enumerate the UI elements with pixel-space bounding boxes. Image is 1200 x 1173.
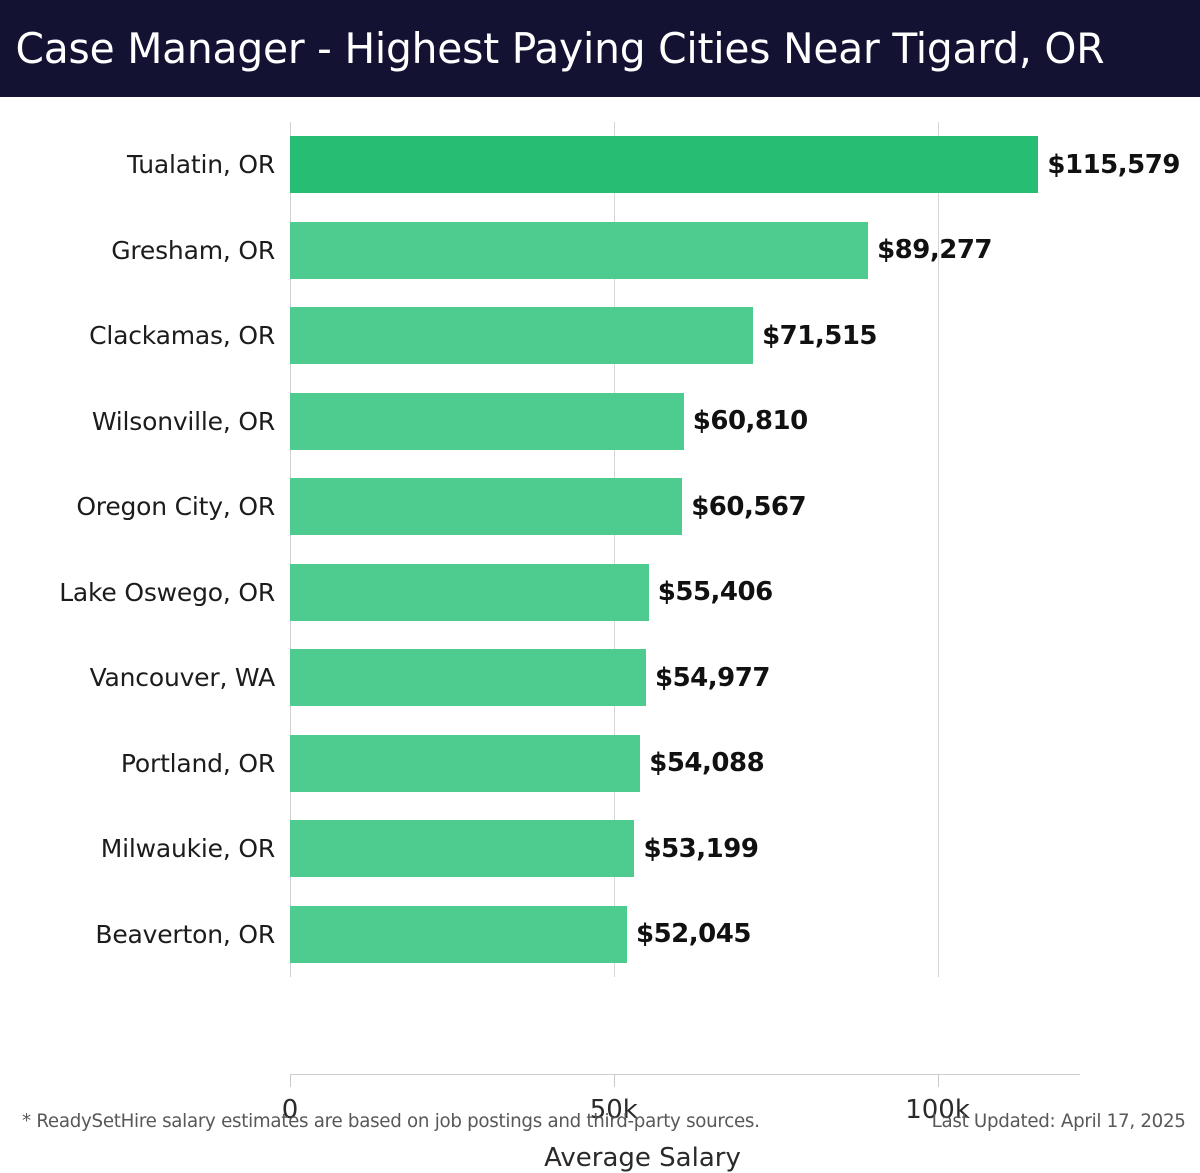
x-tick-mark xyxy=(937,1074,939,1087)
bar[interactable] xyxy=(290,307,754,365)
x-axis-line xyxy=(290,1074,1080,1075)
bar-value-label: $55,406 xyxy=(657,577,773,608)
x-tick-label: 50k xyxy=(589,1095,638,1125)
bar[interactable] xyxy=(290,905,627,963)
x-tick-label: 0 xyxy=(281,1095,299,1125)
bar-row: Wilsonville, OR $60,810 xyxy=(0,392,1200,450)
chart-footer: * ReadySetHire salary estimates are base… xyxy=(0,1104,1200,1158)
x-tick-label: 100k xyxy=(905,1095,970,1125)
bar-row: Clackamas, OR $71,515 xyxy=(0,307,1200,365)
gridline-50k xyxy=(613,122,615,977)
bar[interactable] xyxy=(290,136,1039,194)
bar[interactable] xyxy=(290,478,683,536)
bar[interactable] xyxy=(290,820,635,878)
category-label: Tualatin, OR xyxy=(126,150,275,180)
category-label: Lake Oswego, OR xyxy=(59,577,275,607)
bar-value-label: $54,977 xyxy=(654,662,770,693)
bar-row: Portland, OR $54,088 xyxy=(0,734,1200,792)
bar-value-label: $89,277 xyxy=(877,235,993,266)
bar-value-label: $53,199 xyxy=(643,833,759,864)
category-label: Milwaukie, OR xyxy=(100,834,275,864)
bar[interactable] xyxy=(290,563,649,621)
bar-row: Beaverton, OR $52,045 xyxy=(0,905,1200,963)
category-label: Wilsonville, OR xyxy=(91,406,275,436)
bar-row: Gresham, OR $89,277 xyxy=(0,221,1200,279)
gridline-0 xyxy=(290,122,291,977)
bar-chart: Tualatin, OR $115,579 Gresham, OR $89,277 Cl… xyxy=(0,97,1200,1173)
footer-last-updated: Last Updated: April 17, 2025 xyxy=(931,1110,1186,1132)
x-tick-mark xyxy=(613,1074,615,1087)
bar[interactable] xyxy=(290,734,641,792)
page-title: Case Manager - Highest Paying Cities Nea… xyxy=(15,24,1105,73)
bar-row: Vancouver, WA $54,977 xyxy=(0,649,1200,707)
bar[interactable] xyxy=(290,221,869,279)
gridline-100k xyxy=(937,122,939,977)
bar-value-label: $54,088 xyxy=(649,748,765,779)
bar-row: Milwaukie, OR $53,199 xyxy=(0,820,1200,878)
category-label: Portland, OR xyxy=(120,748,275,778)
category-label: Beaverton, OR xyxy=(95,919,275,949)
chart-title-bar: Case Manager - Highest Paying Cities Nea… xyxy=(0,0,1200,97)
footer-disclaimer: * ReadySetHire salary estimates are base… xyxy=(22,1110,760,1132)
bar-value-label: $71,515 xyxy=(762,320,877,351)
category-label: Vancouver, WA xyxy=(89,663,276,693)
bar-row: Tualatin, OR $115,579 xyxy=(0,136,1200,194)
category-label: Gresham, OR xyxy=(111,235,275,265)
bar[interactable] xyxy=(290,649,646,707)
bar[interactable] xyxy=(290,392,684,450)
bar-value-label: $52,045 xyxy=(636,919,751,950)
bar-value-label: $60,567 xyxy=(691,491,807,522)
bar-value-label: $60,810 xyxy=(692,406,808,437)
category-label: Oregon City, OR xyxy=(76,492,275,522)
bar-row: Lake Oswego, OR $55,406 xyxy=(0,563,1200,621)
category-label: Clackamas, OR xyxy=(89,321,275,351)
x-tick-mark xyxy=(290,1074,291,1087)
bar-row: Oregon City, OR $60,567 xyxy=(0,478,1200,536)
bar-value-label: $115,579 xyxy=(1047,149,1180,180)
